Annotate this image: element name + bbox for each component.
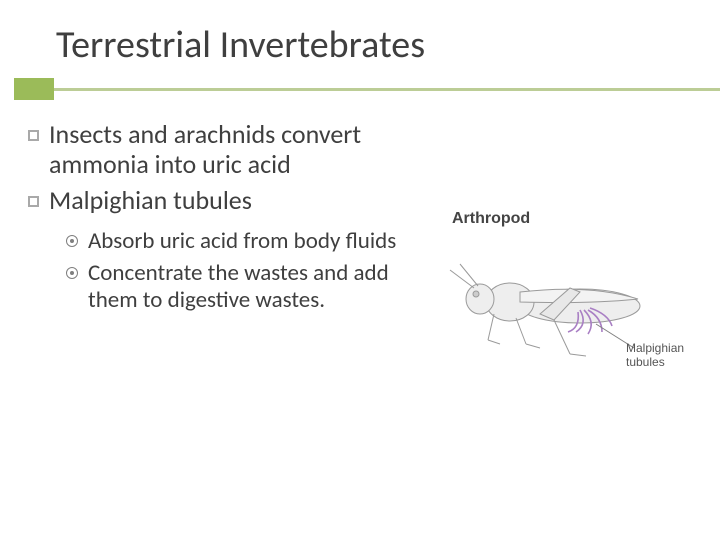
bullet-text: Absorb uric acid from body fluids xyxy=(88,228,396,254)
bullet-level1: Insects and arachnids convert ammonia in… xyxy=(28,120,408,180)
figure-label-tubules: Malpighian tubules xyxy=(626,342,684,370)
target-bullet-icon xyxy=(66,235,78,247)
bullet-level2: Concentrate the wastes and add them to d… xyxy=(66,260,408,313)
sub-bullets: Absorb uric acid from body fluids Concen… xyxy=(66,228,408,313)
title-rule xyxy=(0,78,720,100)
accent-block xyxy=(14,78,54,100)
target-bullet-icon xyxy=(66,267,78,279)
content-area: Insects and arachnids convert ammonia in… xyxy=(28,120,408,319)
accent-line xyxy=(54,88,720,91)
arthropod-figure: Arthropod xyxy=(420,210,710,400)
bullet-text: Insects and arachnids convert ammonia in… xyxy=(49,120,408,180)
square-bullet-icon xyxy=(28,130,39,141)
figure-label-line: Malpighian xyxy=(626,341,684,355)
grasshopper-illustration xyxy=(430,244,700,394)
bullet-level2: Absorb uric acid from body fluids xyxy=(66,228,408,254)
bullet-text: Malpighian tubules xyxy=(49,186,252,216)
figure-label-line: tubules xyxy=(626,355,665,369)
bullet-level1: Malpighian tubules xyxy=(28,186,408,216)
square-bullet-icon xyxy=(28,196,39,207)
bullet-text: Concentrate the wastes and add them to d… xyxy=(88,260,408,313)
slide-title: Terrestrial Invertebrates xyxy=(56,22,425,68)
figure-label-arthropod: Arthropod xyxy=(452,210,530,228)
